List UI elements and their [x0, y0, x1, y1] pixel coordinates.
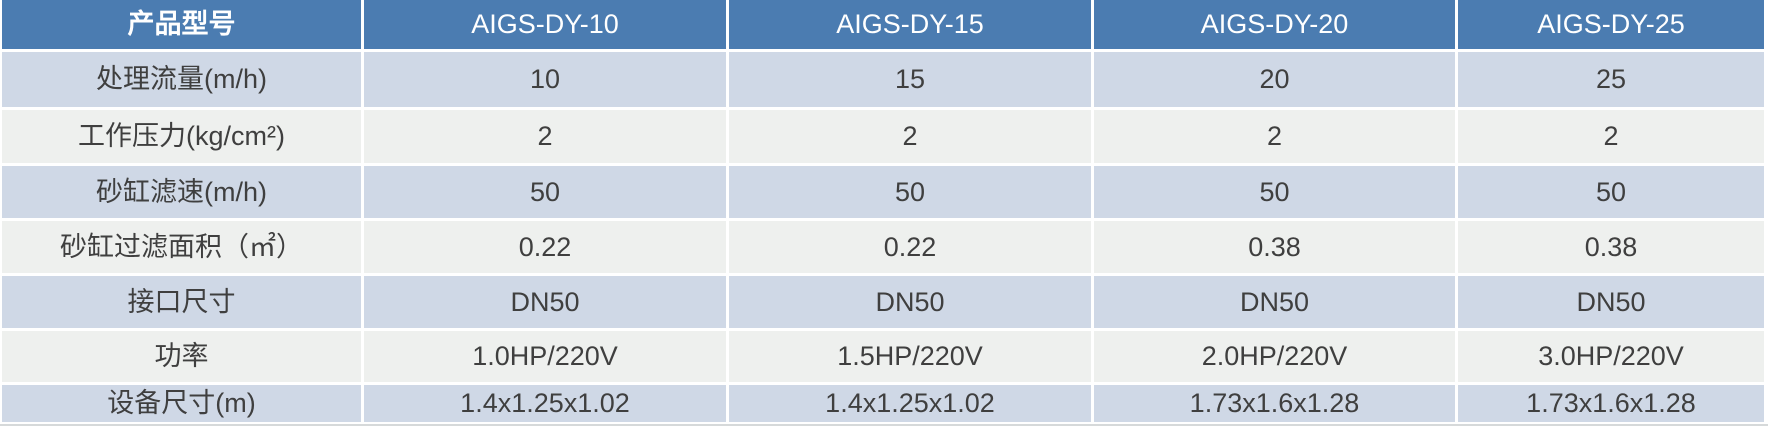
spec-label-filter-area: 砂缸过滤面积（㎡）	[2, 221, 361, 273]
spec-value: 3.0HP/220V	[1458, 331, 1764, 382]
bottom-divider	[0, 424, 1768, 426]
header-cell-aigs-dy-25: AIGS-DY-25	[1458, 0, 1764, 49]
spec-value: 10	[364, 52, 726, 107]
spec-value: 2	[1094, 110, 1455, 163]
spec-value: 50	[1458, 166, 1764, 218]
spec-value: 0.22	[729, 221, 1091, 273]
spec-value: 50	[364, 166, 726, 218]
header-cell-aigs-dy-20: AIGS-DY-20	[1094, 0, 1455, 49]
spec-value: 2.0HP/220V	[1094, 331, 1455, 382]
spec-value: DN50	[1458, 276, 1764, 328]
header-cell-aigs-dy-15: AIGS-DY-15	[729, 0, 1091, 49]
header-cell-product-model: 产品型号	[2, 0, 361, 49]
spec-label-working-pressure: 工作压力(kg/cm²)	[2, 110, 361, 163]
spec-value: 1.4x1.25x1.02	[364, 385, 726, 422]
spec-value: 1.4x1.25x1.02	[729, 385, 1091, 422]
spec-value: 20	[1094, 52, 1455, 107]
spec-value: 50	[1094, 166, 1455, 218]
spec-value: 0.38	[1458, 221, 1764, 273]
spec-value: 1.0HP/220V	[364, 331, 726, 382]
spec-value: DN50	[729, 276, 1091, 328]
spec-label-filter-speed: 砂缸滤速(m/h)	[2, 166, 361, 218]
spec-value: 1.73x1.6x1.28	[1094, 385, 1455, 422]
spec-value: 2	[364, 110, 726, 163]
spec-value: 25	[1458, 52, 1764, 107]
spec-value: 2	[1458, 110, 1764, 163]
spec-value: 0.38	[1094, 221, 1455, 273]
spec-label-equipment-size: 设备尺寸(m)	[2, 385, 361, 422]
spec-value: 1.5HP/220V	[729, 331, 1091, 382]
spec-value: 0.22	[364, 221, 726, 273]
spec-label-flow-rate: 处理流量(m/h)	[2, 52, 361, 107]
spec-label-power: 功率	[2, 331, 361, 382]
spec-value: DN50	[1094, 276, 1455, 328]
header-cell-aigs-dy-10: AIGS-DY-10	[364, 0, 726, 49]
spec-value: DN50	[364, 276, 726, 328]
spec-value: 1.73x1.6x1.28	[1458, 385, 1764, 422]
spec-value: 15	[729, 52, 1091, 107]
spec-value: 50	[729, 166, 1091, 218]
spec-label-connection-size: 接口尺寸	[2, 276, 361, 328]
spec-value: 2	[729, 110, 1091, 163]
